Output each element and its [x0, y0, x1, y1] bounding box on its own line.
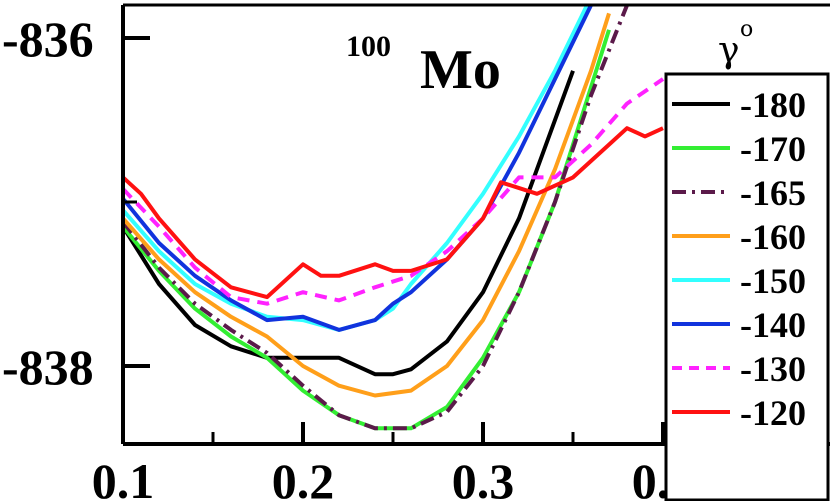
legend-title-superscript: o: [740, 17, 753, 42]
legend-items: -180-170-165-160-150-140-130-120: [672, 85, 806, 433]
series-line-m165: [123, 5, 629, 431]
legend-box: [664, 72, 830, 501]
legend-label-m150: -150: [740, 261, 806, 301]
legend-label-m180: -180: [740, 85, 806, 125]
series-line-m120: [123, 126, 664, 300]
title-superscript: 100: [346, 30, 391, 63]
legend-label-m170: -170: [740, 129, 806, 169]
legend-label-m165: -165: [740, 173, 806, 213]
x-tick-label-01: 0.1: [92, 453, 155, 501]
series-line-m140: [123, 5, 593, 332]
series-line-m130: [123, 77, 665, 306]
x-tick-label-02: 0.2: [272, 453, 335, 501]
y-tick-label-836: -836: [2, 11, 94, 67]
legend-label-m160: -160: [740, 217, 806, 257]
y-tick-label-838: -838: [2, 339, 94, 395]
legend-label-m120: -120: [740, 393, 806, 433]
plot-area: [123, 5, 665, 431]
legend-label-m140: -140: [740, 305, 806, 345]
legend-label-m130: -130: [740, 349, 806, 389]
series-layer: [123, 5, 665, 431]
title-main: Mo: [420, 39, 501, 101]
series-line-m160: [123, 12, 611, 398]
legend-title: γ: [718, 30, 740, 71]
series-line-m180: [123, 70, 575, 377]
x-tick-label-03: 0.3: [452, 453, 515, 501]
